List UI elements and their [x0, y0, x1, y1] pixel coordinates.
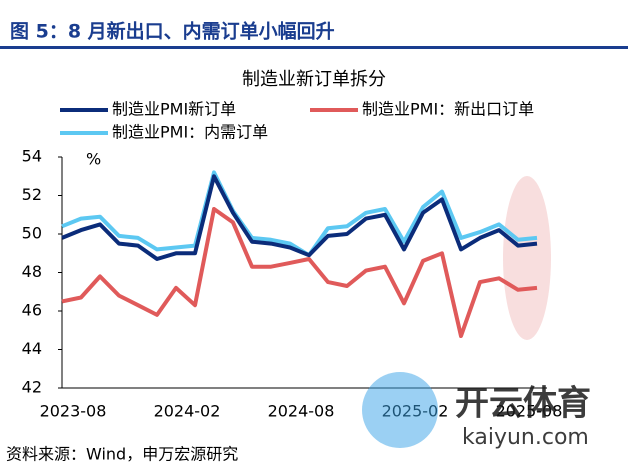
- x-tick-label: 2023-08: [40, 402, 107, 421]
- watermark: 开云体育 kaiyun.com: [362, 372, 591, 450]
- x-tick-label: 2024-02: [154, 402, 221, 421]
- chart-title: 制造业新订单拆分: [242, 69, 386, 90]
- y-unit: %: [86, 150, 101, 169]
- watermark-site: kaiyun.com: [462, 425, 589, 450]
- y-tick-label: 42: [22, 378, 42, 397]
- y-tick-label: 46: [22, 301, 42, 320]
- legend-label: 制造业PMI：新出口订单: [362, 100, 534, 119]
- header-title: 图 5：8 月新出口、内需订单小幅回升: [10, 20, 335, 43]
- y-tick-label: 48: [22, 262, 42, 281]
- highlight: [503, 176, 551, 340]
- y-tick-label: 52: [22, 185, 42, 204]
- legend-label: 制造业PMI：内需订单: [112, 123, 268, 142]
- y-tick-label: 44: [22, 339, 42, 358]
- series-line: [61, 174, 538, 261]
- watermark-logo: [362, 372, 438, 448]
- watermark-brand: 开云体育: [455, 384, 591, 424]
- header-rule: [0, 46, 628, 49]
- x-tick-label: 2025-08: [496, 402, 563, 421]
- series-line: [61, 207, 538, 338]
- series-line: [61, 170, 538, 258]
- legend-label: 制造业PMI新订单: [112, 100, 236, 119]
- y-tick-label: 50: [22, 224, 42, 243]
- x-tick-label: 2024-08: [268, 402, 335, 421]
- y-tick-label: 54: [22, 147, 42, 166]
- footer-source: 资料来源：Wind，申万宏源研究: [6, 445, 238, 464]
